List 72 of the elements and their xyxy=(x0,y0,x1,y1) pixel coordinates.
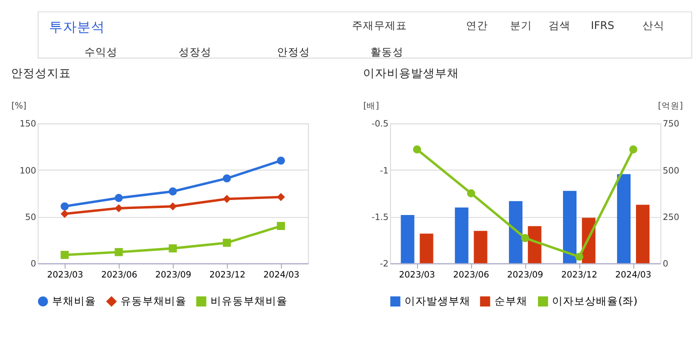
x-tick-label: 2023/09 xyxy=(155,270,192,280)
x-tick-label: 2023/06 xyxy=(101,270,138,280)
y2-tick-label: 250 xyxy=(662,213,680,224)
point xyxy=(168,244,177,252)
text: 분기 xyxy=(510,19,532,32)
text: 활동성 xyxy=(370,45,404,58)
legend-label: 이자발생부채 xyxy=(404,294,470,308)
y-tick-label: -1 xyxy=(380,166,389,176)
point xyxy=(629,145,638,154)
point xyxy=(60,250,69,259)
point xyxy=(60,202,69,210)
x-tick-label: 2023/06 xyxy=(453,270,490,280)
point xyxy=(114,204,123,212)
bar xyxy=(528,226,542,264)
x-tick-label: 2023/03 xyxy=(399,270,436,280)
legend-label: 이자보상배율(좌) xyxy=(552,294,638,308)
point xyxy=(575,252,584,261)
point xyxy=(168,187,177,196)
y-tick-label: 0 xyxy=(30,260,36,270)
bar xyxy=(420,234,434,264)
bar xyxy=(563,190,577,264)
point xyxy=(114,248,123,256)
point xyxy=(114,194,123,202)
x-tick-label: 2023/09 xyxy=(507,270,544,280)
y-tick-label: -1.5 xyxy=(372,213,389,224)
y2-tick-label: 500 xyxy=(662,166,680,176)
x-tick-label: 2023/12 xyxy=(209,270,246,280)
bar xyxy=(454,207,468,264)
legend-label: 비유동부채비율 xyxy=(210,294,288,308)
x-tick-label: 2023/12 xyxy=(561,270,598,280)
x-tick-label: 2024/03 xyxy=(615,270,652,280)
point xyxy=(222,174,231,182)
text: IFRS xyxy=(590,19,614,32)
legend-label: 부채비율 xyxy=(52,294,96,308)
legend-label: 순부채 xyxy=(494,294,528,308)
chart-title: 이자비용발생부채 xyxy=(362,66,459,80)
bar xyxy=(617,174,631,264)
y-tick-label: -2 xyxy=(380,260,389,270)
bar xyxy=(508,201,522,264)
text: 산식 xyxy=(642,19,664,32)
point xyxy=(467,189,476,198)
text: 투자분석 xyxy=(48,20,105,36)
y2-tick-label: 0 xyxy=(662,260,668,270)
x-tick-label: 2023/03 xyxy=(47,270,84,280)
text: 수익성 xyxy=(84,45,118,58)
y-tick-label: 50 xyxy=(25,213,36,224)
y2-tick-label: 750 xyxy=(662,120,680,130)
point xyxy=(222,238,231,247)
y-tick-label: 100 xyxy=(20,166,36,176)
bar xyxy=(474,230,488,264)
point xyxy=(521,234,530,242)
x-tick-label: 2024/03 xyxy=(263,270,300,280)
text: 연간 xyxy=(466,19,488,32)
y-tick-label: -0.5 xyxy=(372,120,389,130)
bar xyxy=(636,204,650,264)
bar xyxy=(400,214,414,264)
point xyxy=(276,222,285,230)
point xyxy=(168,202,177,210)
point xyxy=(276,156,285,165)
y-axis-title: [배] xyxy=(363,101,380,112)
text: 안정성 xyxy=(276,45,310,58)
legend-label: 유동부채비율 xyxy=(120,294,187,308)
chart-title: 안정성지표 xyxy=(10,66,71,80)
point xyxy=(222,194,231,203)
text: 성장성 xyxy=(178,45,212,58)
text: 주재무제표 xyxy=(352,19,407,32)
point xyxy=(60,210,69,218)
y2-axis-title: [억원] xyxy=(658,101,683,112)
text: 검색 xyxy=(548,19,571,32)
point xyxy=(413,145,422,154)
y-tick-label: 150 xyxy=(20,120,36,130)
y-axis-title: [%] xyxy=(11,101,26,112)
